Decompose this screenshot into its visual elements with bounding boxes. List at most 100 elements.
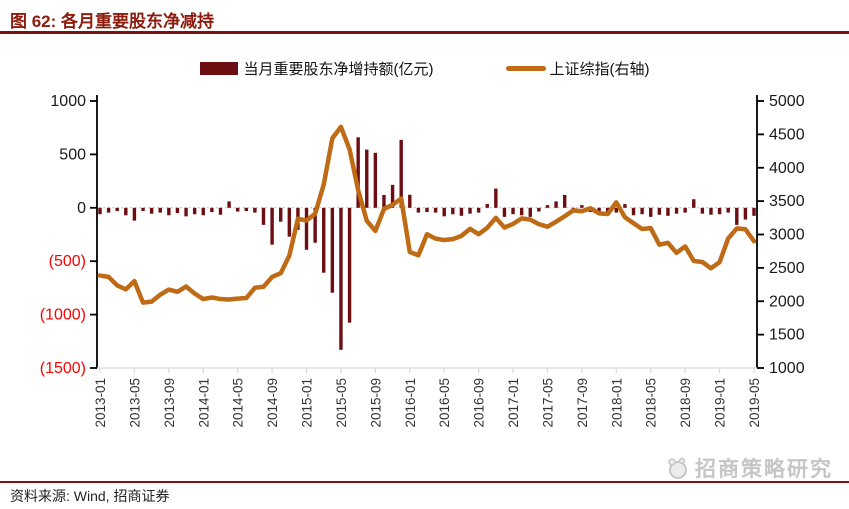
bar-segment bbox=[623, 204, 627, 208]
bar-segment bbox=[390, 184, 395, 208]
y-axis-label-right: 3000 bbox=[769, 227, 805, 244]
x-axis-label: 2014-09 bbox=[265, 378, 280, 428]
bar-segment bbox=[752, 207, 756, 216]
bar-segment bbox=[519, 207, 524, 216]
bar-segment bbox=[124, 207, 128, 216]
bar-segment bbox=[743, 207, 748, 220]
bar-segment bbox=[167, 207, 171, 216]
x-axis-label: 2018-05 bbox=[644, 378, 659, 428]
legend-bar-label: 当月重要股东净增持额(亿元) bbox=[243, 61, 434, 78]
x-axis-label: 2015-05 bbox=[334, 378, 349, 428]
bar-segment bbox=[330, 207, 335, 293]
bar-segment bbox=[279, 207, 283, 222]
y-axis-label-right: 2000 bbox=[769, 293, 805, 310]
bar-segment bbox=[649, 207, 653, 217]
bar-segment bbox=[657, 207, 662, 215]
bar-segment bbox=[717, 207, 722, 215]
bar-segment bbox=[511, 207, 515, 215]
x-axis-label: 2019-01 bbox=[713, 378, 728, 428]
bar-segment bbox=[408, 194, 412, 208]
y-axis-label-right: 3500 bbox=[769, 193, 805, 210]
chart-svg: 10005000(500)(1000)(1500)500045004000350… bbox=[40, 93, 805, 428]
x-axis-label: 2013-01 bbox=[93, 378, 108, 428]
bar-segment bbox=[468, 207, 472, 214]
bar-segment bbox=[141, 207, 145, 212]
x-axis-label: 2018-01 bbox=[609, 378, 624, 428]
bar-segment bbox=[631, 207, 636, 216]
title-divider bbox=[0, 31, 849, 34]
y-axis-label-right: 2500 bbox=[769, 260, 805, 277]
bar-segment bbox=[227, 201, 231, 208]
x-axis-label: 2017-01 bbox=[506, 378, 521, 428]
x-axis-label: 2016-05 bbox=[437, 378, 452, 428]
bar-segment bbox=[149, 207, 154, 214]
bar-segment bbox=[528, 207, 532, 217]
bar-segment bbox=[356, 137, 360, 208]
y-axis-label-right: 4000 bbox=[769, 160, 805, 177]
bar-segment bbox=[175, 207, 180, 214]
y-axis-label-left: (500) bbox=[49, 253, 86, 270]
bar-segment bbox=[382, 194, 386, 208]
legend-line-label: 上证综指(右轴) bbox=[549, 61, 650, 78]
bar-segment bbox=[322, 207, 326, 273]
source-note: 资料来源: Wind, 招商证券 bbox=[10, 488, 170, 504]
bar-segment bbox=[253, 207, 257, 213]
bar-segment bbox=[554, 201, 558, 208]
x-axis-label: 2017-09 bbox=[575, 378, 590, 428]
bar-segment bbox=[459, 207, 464, 216]
bar-segment bbox=[726, 207, 730, 213]
y-axis-label-right: 1500 bbox=[769, 327, 805, 344]
watermark: 招商策略研究 bbox=[665, 453, 833, 483]
bar-segment bbox=[218, 207, 223, 215]
bar-segment bbox=[399, 139, 403, 208]
bar-segment bbox=[339, 207, 343, 350]
bar-segment bbox=[158, 207, 162, 213]
bar-segment bbox=[132, 207, 137, 221]
x-axis-label: 2013-09 bbox=[162, 378, 177, 428]
watermark-text: 招商策略研究 bbox=[695, 458, 833, 481]
bar-segment bbox=[735, 207, 739, 225]
x-axis-label: 2013-05 bbox=[127, 378, 142, 428]
y-axis-label-left: (1000) bbox=[40, 307, 86, 324]
bar-segment bbox=[683, 207, 687, 213]
bar-segment bbox=[244, 207, 248, 212]
bar-swatch-icon bbox=[199, 62, 238, 75]
bar-segment bbox=[192, 207, 197, 215]
bar-segment bbox=[537, 207, 541, 212]
bar-segment bbox=[580, 205, 584, 208]
bar-segment bbox=[502, 207, 507, 217]
footer-divider bbox=[0, 481, 849, 483]
bar-segment bbox=[184, 207, 188, 217]
bar-segment bbox=[270, 207, 274, 245]
x-axis-label: 2018-09 bbox=[678, 378, 693, 428]
x-axis-label: 2016-09 bbox=[472, 378, 487, 428]
bar-segment bbox=[287, 207, 292, 237]
bar-segment bbox=[562, 194, 567, 208]
bar-segment bbox=[709, 207, 713, 215]
x-axis-label: 2014-01 bbox=[196, 378, 211, 428]
bar-segment bbox=[700, 207, 705, 214]
bar-segment bbox=[347, 207, 352, 323]
legend-item-bar: 当月重要股东净增持额(亿元) bbox=[199, 58, 434, 79]
bar-segment bbox=[373, 152, 378, 208]
bar-segment bbox=[485, 204, 489, 208]
bar-segment bbox=[106, 207, 111, 213]
bar-segment bbox=[494, 188, 498, 208]
x-axis-label: 2016-01 bbox=[403, 378, 418, 428]
y-axis-label-left: (1500) bbox=[40, 360, 86, 377]
y-axis-label-left: 1000 bbox=[50, 93, 86, 110]
bar-segment bbox=[674, 207, 679, 214]
legend-item-line: 上证综指(右轴) bbox=[505, 58, 650, 79]
x-axis-label: 2015-01 bbox=[300, 378, 315, 428]
bar-segment bbox=[640, 207, 644, 215]
bar-segment bbox=[304, 207, 309, 250]
y-axis-label-right: 4500 bbox=[769, 126, 805, 143]
y-axis-label-right: 1000 bbox=[769, 360, 805, 377]
bar-segment bbox=[115, 207, 119, 212]
bar-segment bbox=[451, 207, 455, 215]
bar-segment bbox=[210, 207, 214, 213]
bar-segment bbox=[476, 207, 481, 213]
chart-legend: 当月重要股东净增持额(亿元) 上证综指(右轴) bbox=[0, 58, 849, 79]
x-axis-label: 2015-09 bbox=[368, 378, 383, 428]
